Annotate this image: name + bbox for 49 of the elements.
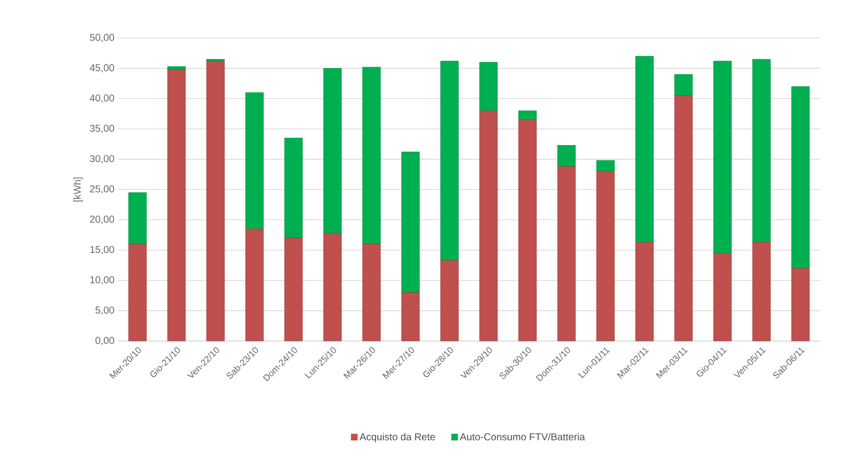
bar <box>635 242 654 342</box>
bar <box>479 62 498 111</box>
bar <box>440 60 459 261</box>
bar <box>440 260 459 342</box>
bar <box>635 56 654 242</box>
bar <box>596 171 615 342</box>
bar <box>284 138 303 238</box>
y-tick-label: 35,00 <box>90 124 114 134</box>
bar <box>479 110 498 342</box>
bar <box>206 60 225 342</box>
bar <box>167 69 186 342</box>
y-tick-label: 25,00 <box>90 185 114 194</box>
bar <box>557 166 576 342</box>
y-tick-label: 30,00 <box>90 155 114 164</box>
bar <box>323 232 342 342</box>
bar <box>245 228 264 342</box>
bar <box>401 152 420 293</box>
y-tick-label: 40,00 <box>90 94 114 103</box>
bar <box>596 160 615 172</box>
bar <box>128 192 147 244</box>
bar <box>401 292 420 342</box>
y-tick-label: 10,00 <box>90 276 114 285</box>
bar <box>713 60 732 254</box>
bar <box>362 66 381 244</box>
bar <box>557 145 576 167</box>
bar <box>167 66 186 70</box>
bar <box>518 120 537 342</box>
y-tick-label: 50,00 <box>90 34 114 42</box>
y-tick-label: 0,00 <box>95 336 114 346</box>
bar <box>284 238 303 342</box>
bar <box>752 59 771 242</box>
y-tick-label: 5,00 <box>96 306 114 315</box>
bar <box>128 244 147 342</box>
bar <box>791 86 810 268</box>
bar <box>245 92 264 230</box>
y-tick-label: 15,00 <box>90 246 114 254</box>
y-tick-label: 20,00 <box>90 216 114 224</box>
bar <box>752 242 771 342</box>
bar <box>674 74 693 96</box>
legend-label: Auto-Consumo FTV/Batteria <box>460 433 585 440</box>
bar <box>362 244 381 342</box>
y-tick-label: 45,00 <box>90 64 114 72</box>
bar <box>791 268 810 342</box>
bar <box>518 110 537 120</box>
bar <box>674 95 693 342</box>
y-axis-title: [kWh] <box>73 177 83 202</box>
legend-label: Acquisto da Rete <box>360 433 435 442</box>
bar <box>713 252 732 342</box>
bar <box>323 68 342 234</box>
